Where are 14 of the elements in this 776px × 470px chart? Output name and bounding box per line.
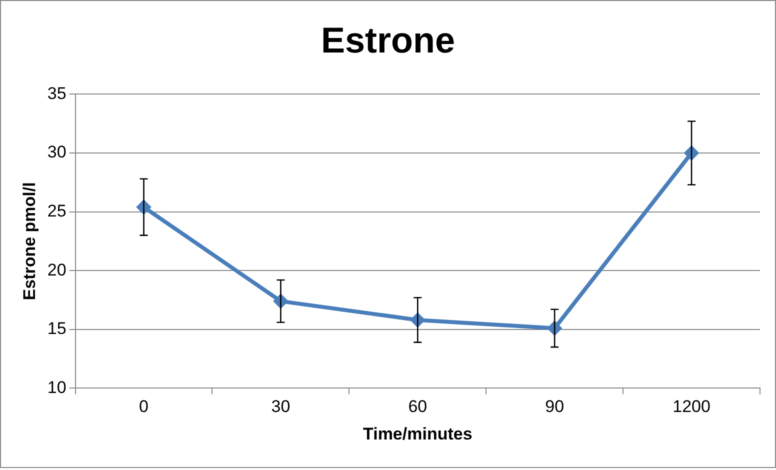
x-tick-label: 60 — [408, 397, 428, 416]
chart-title: Estrone — [320, 20, 456, 61]
y-tick-label: 25 — [47, 201, 66, 220]
y-axis-title: Estrone pmol/l — [20, 182, 39, 300]
x-tick-label: 0 — [139, 397, 149, 416]
x-tick-label: 90 — [545, 397, 564, 416]
y-tick-label: 20 — [47, 260, 66, 280]
y-tick-label: 15 — [47, 319, 66, 338]
y-tick-label: 10 — [47, 378, 66, 397]
y-tick-label: 35 — [47, 84, 66, 103]
x-tick-label: 1200 — [672, 397, 710, 416]
x-tick-label: 30 — [271, 397, 290, 416]
y-tick-label: 30 — [47, 142, 66, 162]
x-axis-title: Time/minutes — [363, 424, 472, 444]
